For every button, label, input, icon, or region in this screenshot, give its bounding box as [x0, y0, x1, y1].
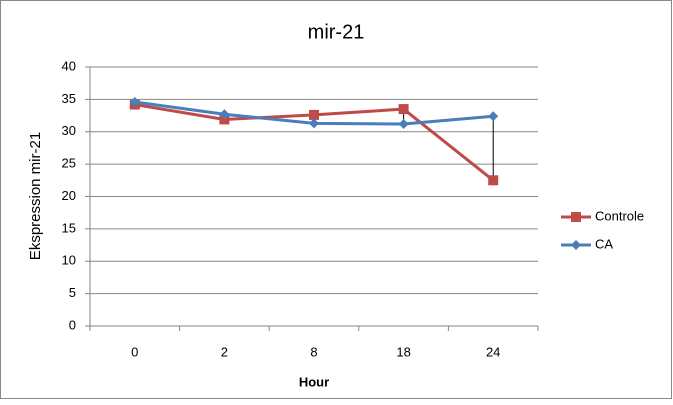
data-point — [488, 111, 499, 122]
legend-label: Controle — [595, 208, 644, 223]
legend-marker — [571, 240, 581, 250]
y-tick-label: 0 — [69, 317, 76, 332]
legend-marker — [571, 212, 581, 222]
data-point — [488, 175, 499, 186]
x-axis-label: Hour — [299, 374, 329, 389]
chart-title: mir-21 — [308, 21, 365, 43]
y-tick-label: 15 — [62, 220, 76, 235]
y-tick-label: 20 — [62, 188, 76, 203]
x-tick-label: 8 — [310, 344, 317, 359]
data-point — [309, 109, 319, 120]
legend-label: CA — [595, 236, 613, 251]
data-point — [309, 118, 319, 129]
data-point — [398, 104, 409, 115]
y-tick-label: 25 — [62, 156, 76, 171]
y-tick-label: 5 — [69, 285, 76, 300]
x-tick-label: 24 — [486, 344, 500, 359]
x-tick-label: 18 — [396, 344, 410, 359]
data-point — [129, 96, 140, 107]
x-tick-label: 0 — [131, 344, 138, 359]
y-tick-label: 30 — [62, 123, 76, 138]
y-axis-label: Ekspression mir-21 — [27, 132, 44, 260]
data-point — [398, 118, 409, 129]
y-tick-label: 40 — [62, 58, 76, 73]
x-tick-label: 2 — [221, 344, 228, 359]
data-point — [219, 109, 230, 120]
y-tick-label: 10 — [62, 253, 76, 268]
y-tick-label: 35 — [62, 91, 76, 106]
data-point — [219, 114, 230, 125]
